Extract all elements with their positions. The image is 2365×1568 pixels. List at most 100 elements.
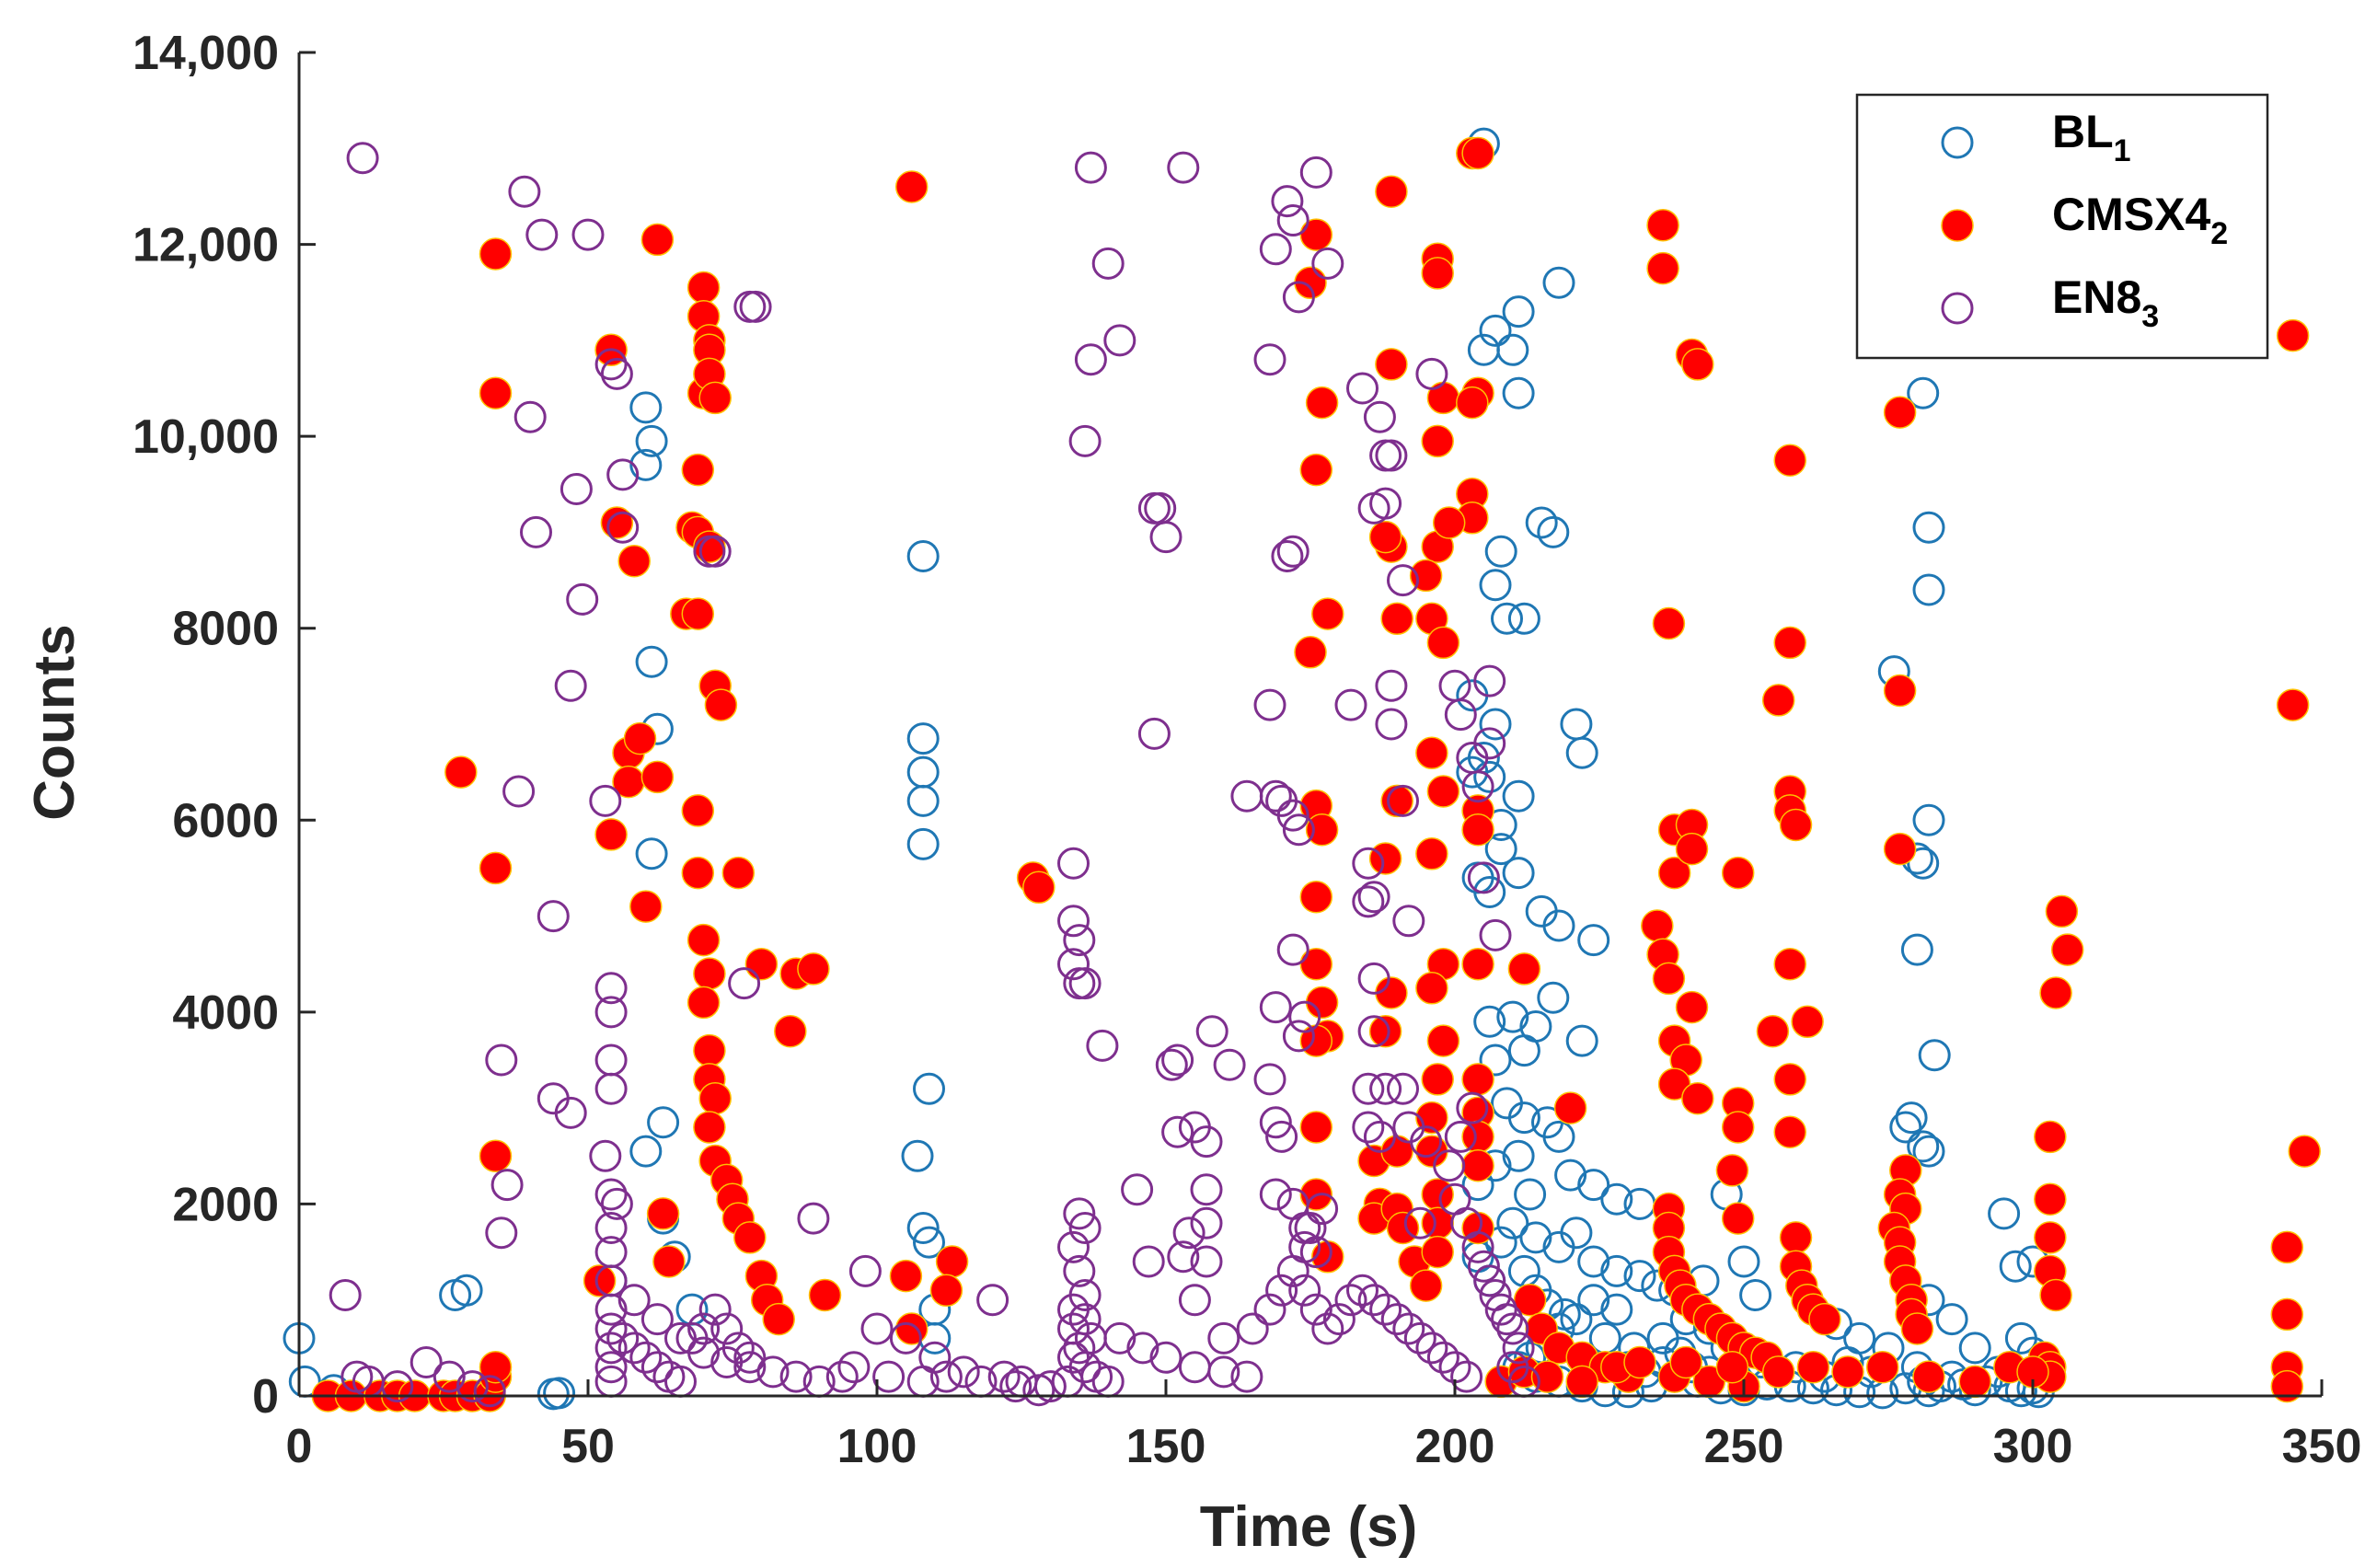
legend-entry-bl: BL1 bbox=[1941, 106, 2131, 168]
point-bl bbox=[1565, 1024, 1598, 1057]
point-en8 bbox=[1375, 708, 1408, 741]
point-en8 bbox=[1473, 664, 1506, 698]
point-cmsx4 bbox=[681, 794, 715, 827]
point-en8 bbox=[554, 669, 587, 702]
point-en8 bbox=[617, 1332, 651, 1365]
point-bl bbox=[1537, 981, 1570, 1014]
point-cmsx4 bbox=[1386, 1211, 1420, 1245]
point-en8 bbox=[710, 1346, 744, 1378]
point-bl bbox=[543, 1377, 576, 1410]
point-en8 bbox=[1178, 1284, 1211, 1317]
point-cmsx4 bbox=[1773, 1063, 1806, 1096]
point-en8 bbox=[1306, 1193, 1339, 1226]
point-cmsx4 bbox=[1409, 1269, 1443, 1302]
point-bl bbox=[635, 424, 668, 457]
point-en8 bbox=[1172, 1216, 1206, 1250]
point-bl bbox=[1727, 1245, 1760, 1278]
point-en8 bbox=[346, 142, 379, 175]
point-cmsx4 bbox=[1380, 784, 1413, 818]
point-en8 bbox=[1121, 1173, 1154, 1206]
point-cmsx4 bbox=[1426, 381, 1460, 415]
point-bl bbox=[647, 1106, 680, 1139]
point-cmsx4 bbox=[1646, 208, 1679, 242]
point-en8 bbox=[589, 784, 622, 817]
point-bl bbox=[1473, 1005, 1506, 1038]
point-cmsx4 bbox=[1715, 1350, 1749, 1384]
point-cmsx4 bbox=[681, 856, 715, 890]
point-en8 bbox=[1456, 1091, 1489, 1124]
point-bl bbox=[1907, 1130, 1940, 1163]
point-cmsx4 bbox=[1299, 1024, 1333, 1057]
point-cmsx4 bbox=[479, 1350, 513, 1384]
point-cmsx4 bbox=[1681, 1081, 1714, 1115]
point-cmsx4 bbox=[2270, 1230, 2304, 1264]
point-en8 bbox=[1137, 717, 1171, 750]
point-bl bbox=[1479, 314, 1512, 347]
point-en8 bbox=[1282, 1020, 1315, 1053]
point-en8 bbox=[1282, 281, 1315, 314]
legend-box bbox=[1855, 93, 2269, 360]
point-bl bbox=[635, 837, 668, 870]
point-cmsx4 bbox=[1669, 1345, 1702, 1379]
point-cmsx4 bbox=[1311, 597, 1344, 630]
legend-marker-en8 bbox=[1941, 292, 1974, 325]
point-bl bbox=[1479, 569, 1512, 602]
point-cmsx4 bbox=[1715, 1154, 1749, 1187]
point-en8 bbox=[1276, 799, 1309, 832]
point-en8 bbox=[329, 1279, 362, 1311]
x-tick-label: 350 bbox=[2282, 1420, 2362, 1473]
point-cmsx4 bbox=[1461, 1120, 1494, 1154]
y-tick-label: 6000 bbox=[172, 794, 279, 847]
point-en8 bbox=[1190, 1245, 1223, 1278]
point-en8 bbox=[1415, 1332, 1448, 1365]
point-bl bbox=[901, 1139, 934, 1172]
point-en8 bbox=[571, 218, 605, 251]
point-en8 bbox=[1195, 1015, 1229, 1048]
point-en8 bbox=[999, 1370, 1033, 1403]
point-bl bbox=[1484, 1226, 1517, 1259]
point-en8 bbox=[1403, 1206, 1436, 1239]
point-cmsx4 bbox=[721, 856, 756, 890]
point-cmsx4 bbox=[1421, 257, 1454, 290]
point-cmsx4 bbox=[600, 506, 634, 539]
point-cmsx4 bbox=[1883, 674, 1917, 708]
point-en8 bbox=[1259, 1106, 1292, 1139]
point-en8 bbox=[1461, 770, 1494, 803]
point-en8 bbox=[1450, 1360, 1483, 1393]
point-cmsx4 bbox=[774, 1014, 807, 1048]
point-bl bbox=[1496, 1000, 1529, 1033]
x-tick-label: 0 bbox=[286, 1420, 313, 1473]
point-cmsx4 bbox=[894, 1312, 929, 1345]
point-cmsx4 bbox=[762, 1302, 795, 1336]
point-en8 bbox=[1103, 324, 1136, 357]
point-bl bbox=[906, 1212, 940, 1244]
point-en8 bbox=[1502, 1332, 1535, 1365]
point-cmsx4 bbox=[1461, 136, 1494, 170]
point-en8 bbox=[1363, 400, 1396, 433]
point-en8 bbox=[1057, 1230, 1090, 1263]
y-axis-title: Counts bbox=[23, 624, 87, 821]
point-en8 bbox=[456, 1370, 489, 1403]
point-en8 bbox=[1259, 779, 1292, 813]
point-bl bbox=[1988, 1197, 2021, 1230]
point-en8 bbox=[1282, 813, 1315, 847]
point-en8 bbox=[1259, 991, 1292, 1024]
point-en8 bbox=[1415, 357, 1448, 390]
point-en8 bbox=[1467, 861, 1500, 894]
point-bl bbox=[1537, 515, 1570, 548]
point-cmsx4 bbox=[1791, 1005, 1824, 1039]
point-cmsx4 bbox=[1652, 962, 1686, 996]
point-en8 bbox=[1357, 1284, 1390, 1317]
point-cmsx4 bbox=[1773, 626, 1806, 660]
point-bl bbox=[629, 1135, 663, 1168]
point-bl bbox=[1502, 779, 1535, 813]
point-cmsx4 bbox=[623, 721, 657, 755]
point-en8 bbox=[1352, 1072, 1385, 1105]
point-en8 bbox=[1068, 967, 1102, 1000]
point-cmsx4 bbox=[2270, 1369, 2304, 1403]
point-cmsx4 bbox=[698, 1081, 732, 1115]
x-tick-label: 250 bbox=[1704, 1420, 1784, 1473]
point-en8 bbox=[860, 1312, 894, 1345]
point-en8 bbox=[872, 1360, 906, 1393]
